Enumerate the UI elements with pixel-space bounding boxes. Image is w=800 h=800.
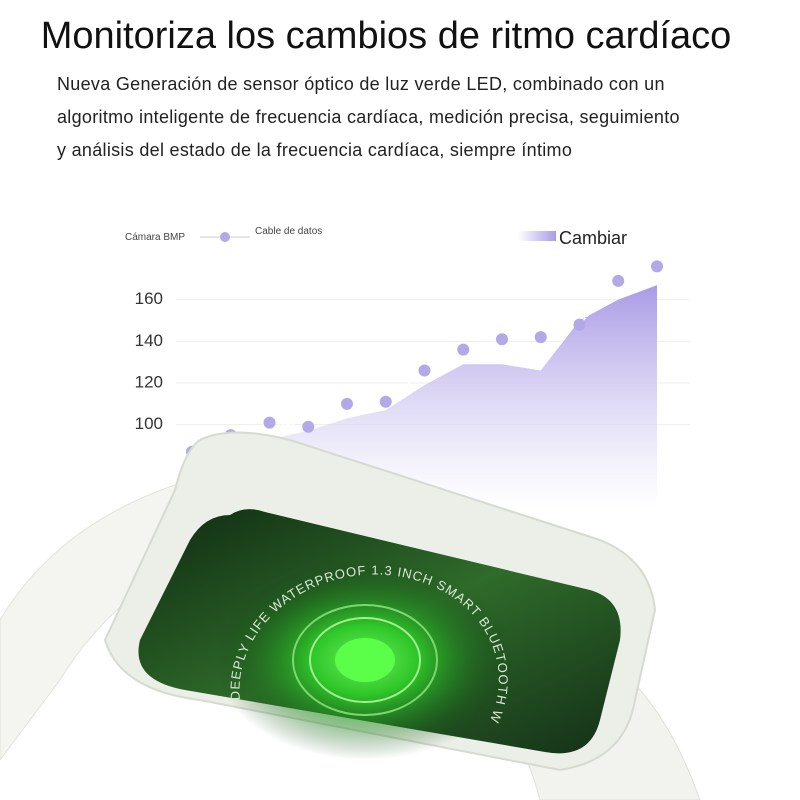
sensor-ring [309,617,421,703]
legend-marker [220,232,230,242]
point [612,274,625,287]
legend-label: Cambiar [559,228,627,248]
point [341,397,353,410]
description-line: Nueva Generación de sensor óptico de luz… [57,74,665,94]
description-line: algoritmo inteligente de frecuencia card… [57,107,680,127]
y-tick-label: 140 [135,331,163,350]
legend-label: Cámara BMP [125,232,185,243]
sensor [335,638,395,682]
legend-label-part: Cable de datos [255,226,322,237]
point [263,416,276,429]
point [534,331,547,344]
point [379,395,392,408]
title: Monitoriza los cambios de ritmo cardíaco [41,15,732,57]
point [457,343,470,356]
point [651,260,663,273]
point [418,364,431,377]
y-tick-label: 160 [135,289,163,308]
description-line: y análisis del estado de la frecuencia c… [57,140,572,160]
legend-label: Cable de datos [255,226,322,237]
sensor-ring [292,604,438,716]
y-tick-label: 100 [135,414,163,433]
point [496,333,508,346]
point [573,318,586,331]
y-tick-label: 120 [135,372,163,391]
point [302,420,315,433]
legend-swatch [518,231,556,241]
